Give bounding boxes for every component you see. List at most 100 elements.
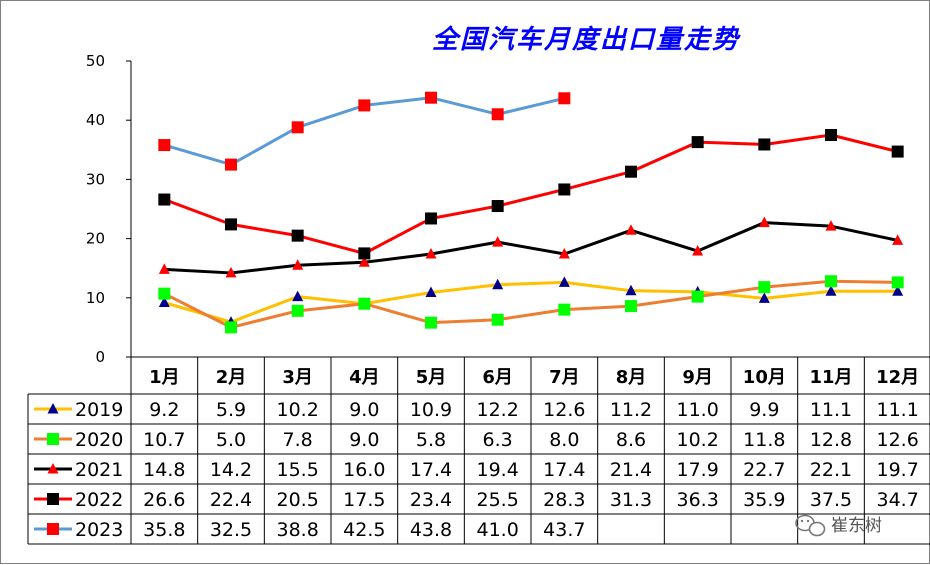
- data-point-2022: [225, 218, 237, 231]
- table-cell: 19.7: [877, 459, 919, 481]
- table-cell: 31.3: [610, 489, 652, 511]
- table-cell: 9.0: [349, 429, 379, 451]
- table-cell: 12.2: [477, 399, 519, 421]
- x-tick-label: 10月: [743, 367, 786, 388]
- data-point-2021: [492, 236, 504, 247]
- data-point-2022: [825, 129, 837, 141]
- table-cell: 5.8: [416, 429, 446, 451]
- legend-label-2022: 2022: [75, 489, 123, 511]
- data-point-2019: [292, 290, 304, 302]
- table-cell: 11.8: [743, 429, 785, 451]
- table-cell: 14.8: [143, 459, 185, 481]
- table-cell: 23.4: [410, 489, 452, 511]
- table-cell: 10.7: [143, 429, 185, 451]
- data-point-2019: [825, 285, 837, 296]
- table-cell: 10.9: [410, 399, 452, 421]
- table-cell: 41.0: [477, 519, 519, 541]
- table-cell: 9.9: [749, 399, 779, 421]
- x-tick-label: 2月: [216, 367, 247, 388]
- table-cell: 36.3: [677, 489, 719, 511]
- data-point-2022: [358, 247, 371, 260]
- data-point-2022: [758, 138, 771, 151]
- table-cell: 11.0: [677, 399, 719, 421]
- data-point-2021: [825, 220, 837, 231]
- data-point-2021: [758, 216, 770, 228]
- data-point-2021: [625, 224, 637, 235]
- table-cell: 35.8: [143, 519, 185, 541]
- data-point-2023: [291, 121, 304, 134]
- data-table: 1月 2月 3月 4月 5月 6月 7月 8月 9月 10月 11月 12月 2019 9.2 5.9 10.…: [27, 356, 930, 545]
- data-point-2021: [225, 266, 237, 278]
- x-tick-label: 4月: [349, 367, 380, 388]
- x-tick-label: 8月: [616, 367, 647, 388]
- data-point-2020: [825, 275, 837, 288]
- legend-marker-2022: [47, 493, 59, 505]
- series-2021: [158, 216, 904, 278]
- table-cell: 43.8: [410, 519, 452, 541]
- table-cell: 12.8: [810, 429, 852, 451]
- table-cell: 19.4: [477, 459, 519, 481]
- y-tick-label: 50: [86, 52, 105, 70]
- table-cell: 34.7: [877, 489, 919, 511]
- y-tick-label: 20: [86, 230, 105, 248]
- data-point-2022: [158, 193, 171, 206]
- data-point-2020: [358, 297, 371, 310]
- data-point-2021: [425, 247, 437, 259]
- table-cell: 17.9: [677, 459, 719, 481]
- y-tick-label: 0: [95, 348, 105, 366]
- data-point-2020: [691, 290, 704, 303]
- chart-title: 全国汽车月度出口量走势: [432, 25, 741, 55]
- table-cell: 37.5: [810, 489, 852, 511]
- table-cell: 9.2: [149, 399, 179, 421]
- table-cell: 11.1: [877, 399, 919, 421]
- table-cell: 25.5: [477, 489, 519, 511]
- data-point-2020: [491, 313, 504, 326]
- data-point-2022: [291, 229, 304, 242]
- legend-marker-2023: [47, 523, 59, 535]
- table-cell: 38.8: [277, 519, 319, 541]
- table-cell: 21.4: [610, 459, 652, 481]
- data-point-2020: [558, 303, 571, 316]
- data-point-2019: [158, 296, 170, 308]
- legend-marker-2019: [47, 403, 59, 414]
- x-tick-label: 3月: [282, 367, 313, 388]
- wechat-icon: [795, 514, 826, 537]
- table-cell: 11.2: [610, 399, 652, 421]
- data-point-2019: [558, 276, 570, 287]
- table-cell: 7.8: [283, 429, 313, 451]
- data-point-2023: [491, 108, 504, 121]
- x-tick-label: 9月: [682, 367, 713, 388]
- data-point-2019: [492, 278, 504, 290]
- watermark: 崔东树: [795, 514, 882, 537]
- data-point-2022: [691, 136, 704, 149]
- x-tick-label: 1月: [149, 367, 180, 388]
- table-cell: 20.5: [277, 489, 319, 511]
- x-tick-label: 6月: [482, 367, 513, 388]
- data-point-2019: [425, 286, 437, 297]
- data-point-2021: [158, 263, 170, 274]
- table-cell: 16.0: [343, 459, 385, 481]
- data-point-2023: [358, 99, 371, 112]
- data-point-2021: [358, 256, 370, 267]
- table-cell: 10.2: [677, 429, 719, 451]
- data-point-2020: [291, 304, 304, 317]
- table-cell: 22.1: [810, 459, 852, 481]
- watermark-text: 崔东树: [831, 516, 882, 536]
- table-cell: 42.5: [343, 519, 385, 541]
- table-cell: 9.0: [349, 399, 379, 421]
- data-point-2021: [892, 234, 904, 245]
- data-point-2020: [225, 321, 237, 334]
- x-tick-label: 7月: [549, 367, 580, 388]
- legend-marker-2021: [47, 463, 59, 474]
- table-cell: 43.7: [543, 519, 585, 541]
- data-point-2022: [625, 165, 637, 178]
- data-point-2023: [425, 91, 437, 104]
- data-point-2021: [692, 245, 704, 256]
- table-cell: 12.6: [543, 399, 585, 421]
- x-tick-label: 5月: [416, 367, 447, 388]
- table-cell: 11.1: [810, 399, 852, 421]
- y-tick-label: 40: [86, 111, 105, 129]
- table-cell: 14.2: [210, 459, 252, 481]
- data-point-2023: [158, 139, 171, 152]
- table-cell: 15.5: [277, 459, 319, 481]
